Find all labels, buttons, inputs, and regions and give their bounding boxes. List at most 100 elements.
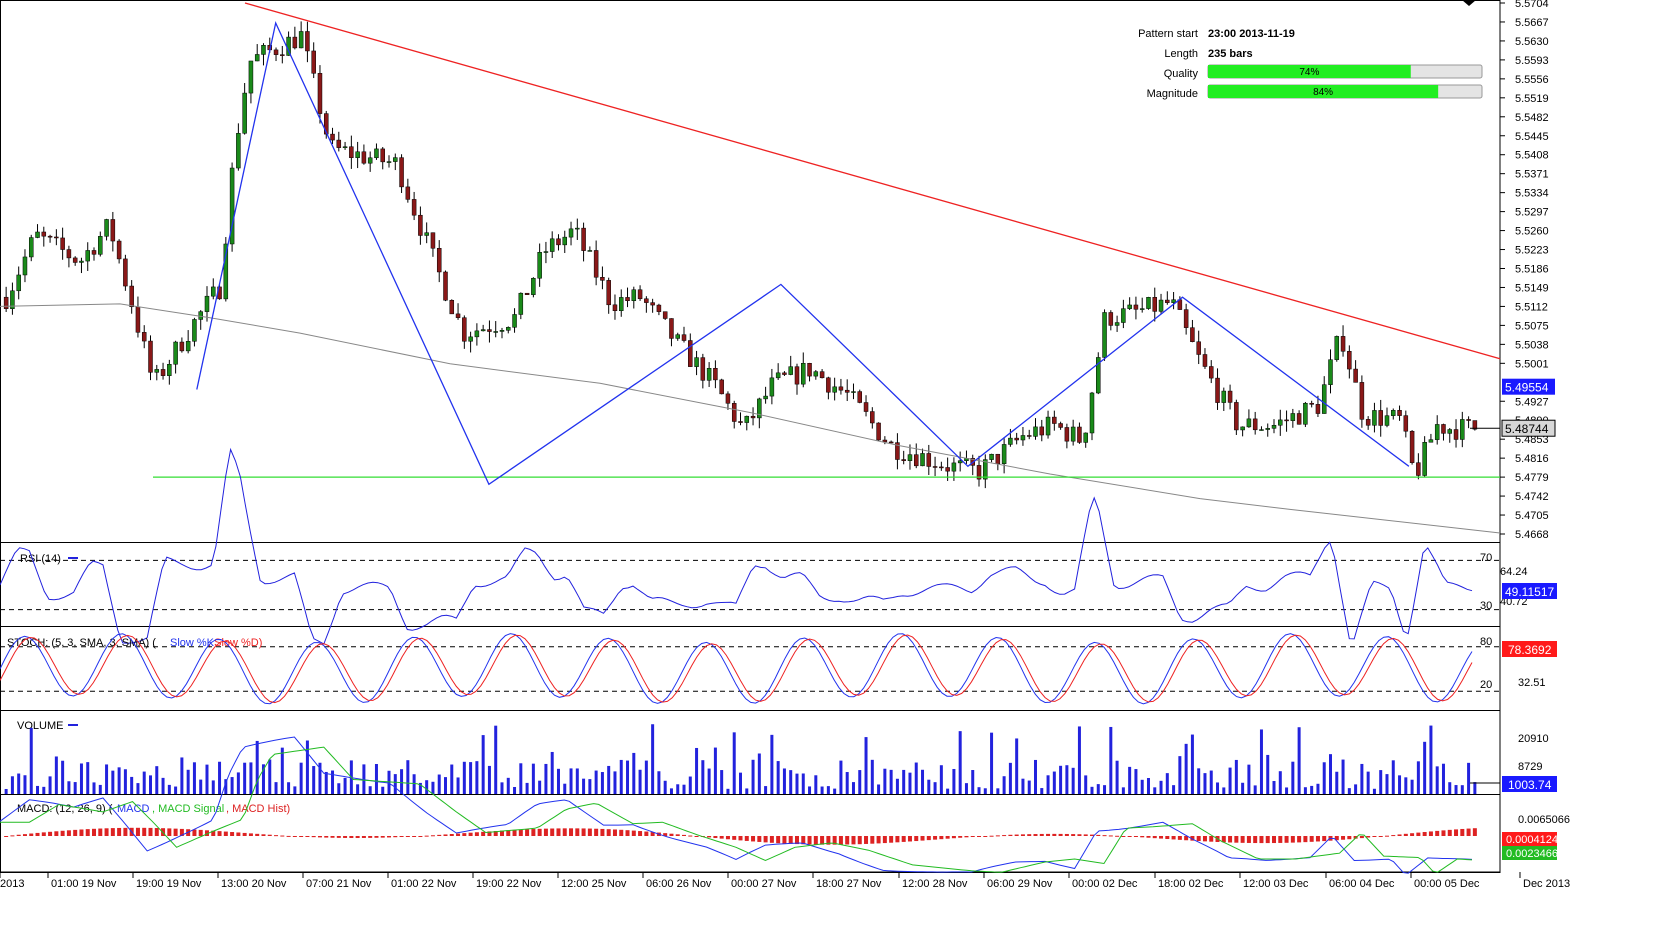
volume-bar: [764, 786, 768, 794]
candle: [506, 327, 511, 331]
macd-hist-bar: [330, 836, 335, 838]
macd-hist-bar: [970, 836, 975, 837]
macd-hist-bar: [192, 829, 197, 836]
macd-hist-bar: [1184, 836, 1189, 841]
volume-bar: [575, 768, 579, 794]
macd-signal-line: [0, 746, 1473, 873]
volume-bar: [149, 775, 152, 794]
macd-hist-bar: [230, 832, 235, 836]
volume-bar: [1310, 785, 1314, 794]
volume-bar: [469, 762, 473, 794]
macd-hist-bar: [870, 836, 875, 844]
candle: [719, 379, 724, 395]
volume-bar: [851, 782, 855, 794]
macd-hist-bar: [1115, 835, 1120, 837]
price-tick-label: 5.4705: [1515, 510, 1549, 522]
candle: [1190, 327, 1195, 342]
time-tick-label: 12:00 28 Nov: [902, 878, 968, 890]
macd-hist-bar: [612, 829, 617, 836]
candle: [1133, 304, 1139, 310]
macd-hist-bar: [292, 836, 297, 837]
stoch-panel[interactable]: STOCH: (5, 3, SMA, 3, SMA) (Slow %K, Slo…: [0, 633, 1557, 705]
candle: [531, 277, 536, 295]
volume-bar: [1059, 765, 1063, 794]
stoch-k-label: Slow %K: [170, 637, 215, 649]
volume-bar: [293, 786, 297, 794]
volume-bar: [701, 760, 705, 794]
volume-bar: [695, 747, 699, 794]
macd-hist-bar: [85, 829, 90, 836]
price-panel[interactable]: [0, 0, 1501, 534]
macd-hist-bar: [462, 833, 467, 836]
volume-bar: [192, 762, 196, 794]
macd-hist-bar: [744, 836, 749, 841]
macd-hist-bar: [688, 835, 693, 837]
time-tick-label: 00:00 02 Dec: [1072, 878, 1138, 890]
macd-hist-bar: [474, 832, 479, 836]
candle: [317, 73, 323, 114]
volume-bar: [914, 762, 918, 794]
volume-bar: [745, 788, 749, 794]
volume-bar: [776, 761, 780, 794]
volume-bar: [889, 769, 893, 794]
candle: [907, 454, 913, 461]
volume-bar: [1473, 782, 1477, 794]
candle: [110, 219, 116, 242]
volume-bar: [895, 778, 899, 794]
time-tick-label: 01:00 22 Nov: [391, 878, 457, 890]
macd-hist-bar: [813, 836, 818, 845]
volume-bar: [1441, 763, 1445, 794]
scroll-marker-icon[interactable]: [1462, 0, 1476, 6]
volume-badge: [1502, 776, 1557, 792]
macd-hist-bar: [1052, 833, 1057, 836]
time-tick-label: 2013: [0, 878, 24, 890]
macd-hist-bar: [223, 831, 228, 836]
candle: [669, 318, 674, 339]
macd-hist-bar: [286, 835, 291, 837]
volume-bar: [1096, 784, 1100, 794]
macd-hist-bar: [255, 833, 260, 836]
candle: [91, 250, 97, 255]
volume-panel[interactable]: VOLUME 20910 8729 1003.74: [4, 720, 1557, 794]
volume-bar: [1159, 780, 1163, 794]
candle: [436, 248, 442, 273]
time-tick-label: 01:00 19 Nov: [51, 878, 117, 890]
price-axis: 5.5704 5.5667 5.5630 5.5593 5.5556 5.5519 5.54…: [1500, 0, 1556, 541]
candle: [876, 422, 881, 441]
macd-hist-bar: [4, 836, 9, 837]
macd-hist-bar: [738, 836, 743, 841]
candle: [826, 377, 831, 393]
volume-bar: [1228, 767, 1232, 794]
volume-bar: [1109, 726, 1113, 794]
info-label: Length: [1164, 48, 1198, 60]
rsi-tick-label: 70: [1480, 552, 1492, 564]
macd-hist-bar: [79, 829, 84, 836]
candle: [1089, 392, 1095, 434]
volume-bar: [1178, 756, 1182, 794]
macd-hist-bar: [857, 836, 862, 845]
candle: [10, 290, 15, 309]
candle: [575, 227, 580, 230]
candle: [1347, 351, 1352, 370]
volume-bar: [908, 772, 912, 794]
candle: [769, 377, 775, 397]
macd-hist-bar: [506, 830, 511, 836]
volume-bar: [826, 786, 830, 794]
macd-panel[interactable]: MACD: (12, 26, 9) (MACD, MACD Signal, MA…: [0, 736, 1570, 874]
candle: [85, 250, 90, 262]
candle: [581, 227, 586, 251]
stoch-tick-label: 20: [1480, 679, 1492, 691]
candle: [79, 260, 84, 263]
candle: [261, 45, 266, 55]
macd-hist-bar: [1121, 836, 1126, 837]
volume-bar: [381, 786, 385, 794]
candle: [1045, 416, 1051, 436]
volume-bar: [29, 727, 33, 794]
candle: [1102, 312, 1107, 358]
macd-hist-bar: [1347, 836, 1352, 840]
volume-bar: [48, 776, 52, 794]
price-tick-label: 5.4779: [1515, 472, 1549, 484]
price-tick-label: 5.5445: [1515, 131, 1549, 143]
macd-hist-bar: [807, 836, 812, 845]
